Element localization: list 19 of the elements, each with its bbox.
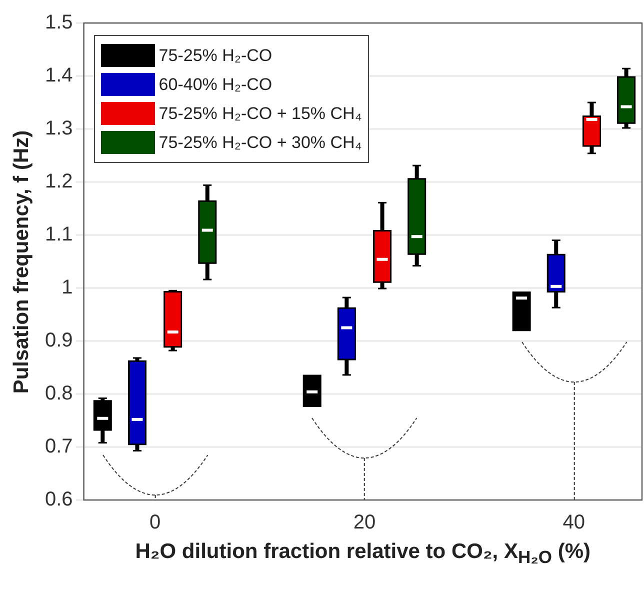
- y-tick-label: 0.9: [44, 330, 73, 352]
- legend-label: 60-40% H₂-CO: [158, 74, 272, 94]
- y-tick-label: 1: [62, 276, 73, 299]
- y-tick-label: 1.2: [44, 170, 73, 193]
- y-tick-label: 1.3: [44, 118, 73, 140]
- y-tick-label: 1.5: [44, 12, 73, 34]
- y-tick-label: 1.4: [44, 64, 73, 87]
- y-tick-label: 0.8: [44, 382, 73, 405]
- y-tick-label: 1.1: [44, 224, 73, 246]
- x-tick-label: 0: [149, 512, 161, 534]
- y-tick-label: 0.6: [44, 488, 73, 511]
- y-tick-label: 0.7: [44, 436, 73, 458]
- x-axis-title: H₂O dilution fraction relative to CO₂, X$_{H₂O}$ (%): [134, 540, 592, 568]
- x-tick-label: 40: [562, 512, 586, 534]
- legend-label: 75-25% H₂-CO + 30% CH₄: [158, 132, 362, 152]
- y-axis-title: Pulsation frequency, f (Hz): [10, 130, 34, 394]
- x-tick-label: 20: [353, 512, 376, 534]
- legend-label: 75-25% H₂-CO: [158, 46, 272, 66]
- legend-label: 75-25% H₂-CO + 15% CH₄: [158, 104, 362, 124]
